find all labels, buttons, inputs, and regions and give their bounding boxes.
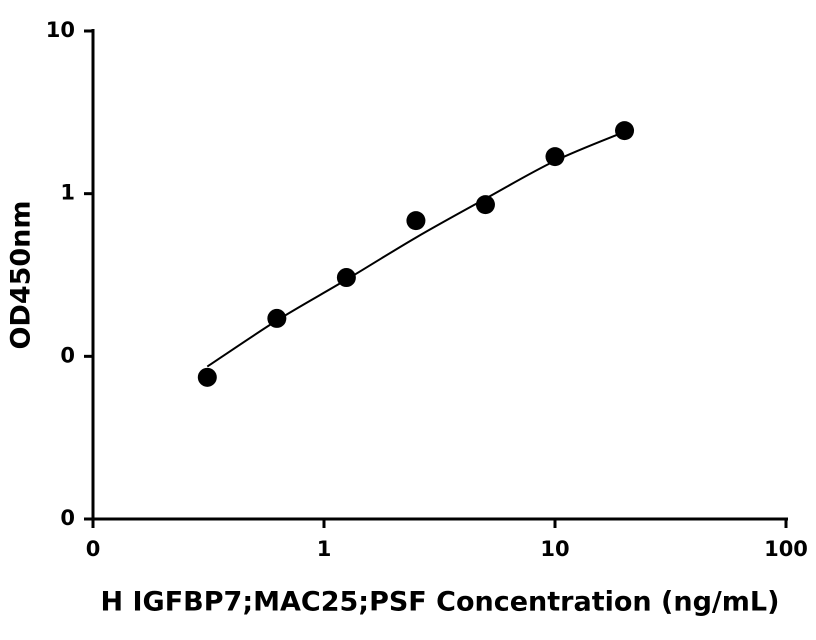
data-point [475,195,495,215]
data-point [336,268,356,288]
y-tick-label: 0 [60,343,75,367]
data-point [267,308,287,328]
fit-curve [206,130,625,368]
data-point [615,121,635,141]
data-point [406,211,426,231]
x-tick-label: 10 [540,537,569,561]
x-axis-title: H IGFBP7;MAC25;PSF Concentration (ng/mL) [101,587,780,618]
x-tick-label: 0 [86,537,101,561]
data-point [197,367,217,387]
y-tick-label: 0 [60,506,75,530]
x-tick-label: 100 [764,537,808,561]
data-point [545,147,565,167]
y-axis-title: OD450nm [6,200,37,349]
y-tick-label: 10 [46,18,75,42]
x-tick-label: 1 [317,537,332,561]
y-tick-label: 1 [60,181,75,205]
